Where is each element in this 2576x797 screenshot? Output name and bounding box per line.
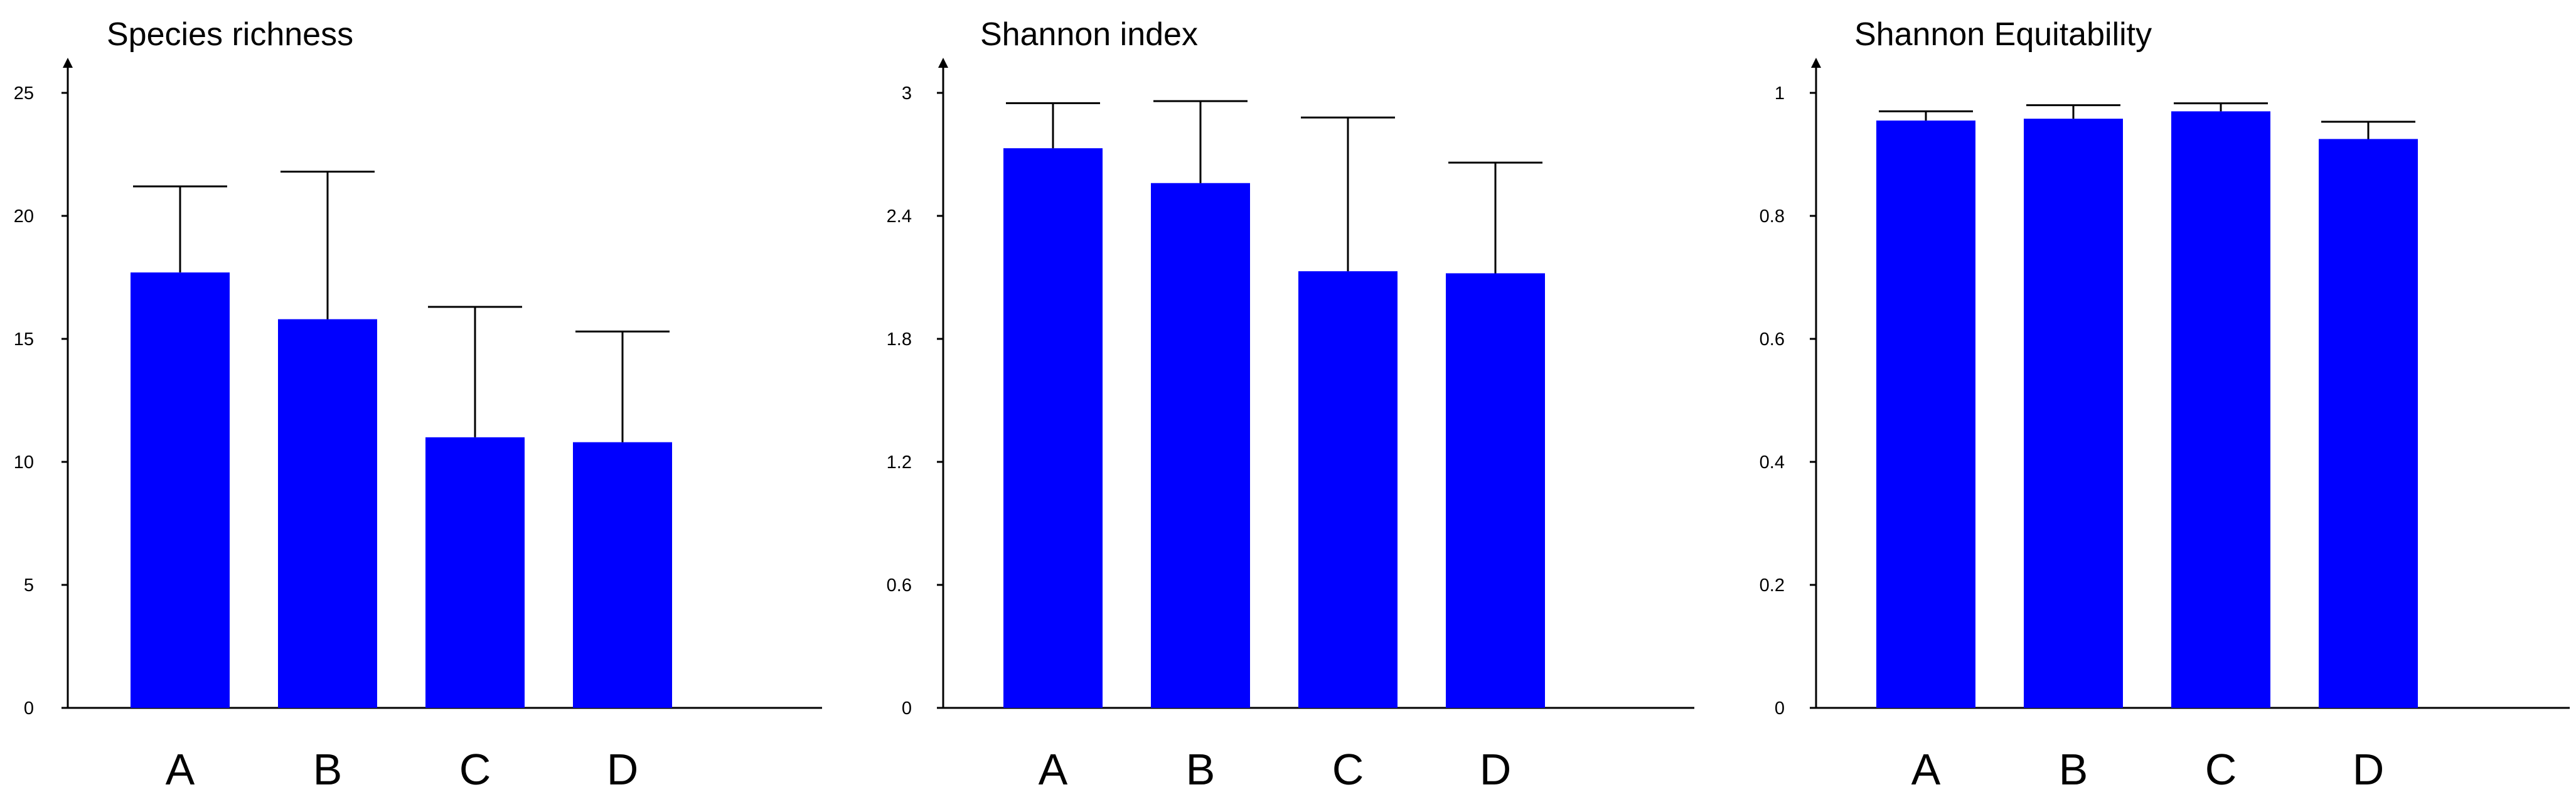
chart-panel-shannon-index: Shannon index 0 0.6 1.2 1.8 2.4 3 A B C D <box>887 16 1694 794</box>
y-tick-label: 20 <box>14 206 34 227</box>
y-tick-label: 1.2 <box>887 452 912 473</box>
y-tick-label: 0 <box>24 698 34 719</box>
bar-species-richness-b <box>278 319 377 708</box>
y-tick-label: 0 <box>902 698 912 719</box>
bar-shannon-index-d <box>1446 273 1545 708</box>
x-category-label: A <box>166 745 195 794</box>
bar-shannon-equitability-d <box>2319 139 2418 708</box>
bar-shannon-index-c <box>1298 271 1398 708</box>
bar-species-richness-c <box>425 437 525 708</box>
chart-title-shannon-equitability: Shannon Equitability <box>1854 16 2152 53</box>
chart-panel-species-richness: Species richness 0 5 10 15 20 25 A B C D <box>14 16 822 794</box>
chart-panel-shannon-equitability: Shannon Equitability 0 0.2 0.4 0.6 0.8 1 A B C D <box>1760 16 2570 794</box>
y-tick-label: 1.8 <box>887 329 912 350</box>
x-category-label: D <box>1480 745 1512 794</box>
bar-shannon-equitability-c <box>2171 111 2270 708</box>
bar-shannon-index-b <box>1151 183 1250 708</box>
y-axis-arrowhead <box>938 58 948 68</box>
y-tick-label: 15 <box>14 329 34 350</box>
y-tick-label: 0 <box>1775 698 1785 719</box>
y-tick-label: 0.6 <box>1760 329 1785 350</box>
x-category-label: C <box>1332 745 1364 794</box>
bar-species-richness-a <box>131 272 230 708</box>
y-tick-label: 3 <box>902 83 912 104</box>
y-tick-label: 5 <box>24 575 34 596</box>
x-category-label: B <box>313 745 343 794</box>
y-axis-arrowhead <box>1811 58 1821 68</box>
y-tick-label: 10 <box>14 452 34 473</box>
x-category-label: C <box>2205 745 2237 794</box>
y-tick-label: 0.2 <box>1760 575 1785 596</box>
y-tick-label: 25 <box>14 83 34 104</box>
y-tick-label: 2.4 <box>887 206 912 227</box>
y-tick-label: 0.4 <box>1760 452 1785 473</box>
y-tick-label: 0.8 <box>1760 206 1785 227</box>
x-category-label: A <box>1039 745 1068 794</box>
x-category-label: D <box>607 745 639 794</box>
bar-shannon-equitability-a <box>1876 120 1975 709</box>
x-category-label: A <box>1911 745 1941 794</box>
x-category-label: B <box>2059 745 2088 794</box>
chart-title-species-richness: Species richness <box>107 16 353 53</box>
bar-species-richness-d <box>573 442 672 708</box>
y-tick-label: 0.6 <box>887 575 912 596</box>
y-tick-label: 1 <box>1775 83 1785 104</box>
x-category-label: C <box>459 745 491 794</box>
y-axis-arrowhead <box>63 58 73 68</box>
x-category-label: D <box>2353 745 2385 794</box>
bar-shannon-index-a <box>1003 148 1103 708</box>
bar-shannon-equitability-b <box>2024 119 2123 708</box>
x-category-label: B <box>1186 745 1216 794</box>
chart-title-shannon-index: Shannon index <box>980 16 1198 53</box>
